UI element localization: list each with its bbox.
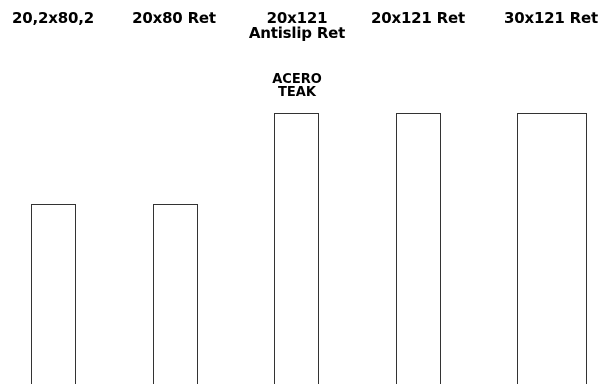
product-label-20x80-ret: 20x80 Ret: [124, 11, 224, 26]
product-outline-20x121-antislip-ret: [274, 113, 319, 384]
product-label-line: Antislip Ret: [248, 24, 346, 42]
product-label-line: 20x80 Ret: [132, 9, 216, 27]
material-note-line: ACERO: [272, 72, 322, 87]
product-label-30x121-ret: 30x121 Ret: [501, 11, 601, 26]
product-label-line: 20,2x80,2: [12, 9, 94, 27]
product-label-20x121-ret: 20x121 Ret: [368, 11, 468, 26]
product-label-line: 20x121: [266, 9, 328, 27]
material-note-acero-teak: ACERO TEAK: [257, 73, 337, 99]
product-outline-20x80-2: [31, 204, 76, 384]
product-label-20x121-antislip-ret: 20x121 Antislip Ret: [247, 11, 347, 41]
product-outline-20x121-ret: [396, 113, 441, 384]
product-label-line: 30x121 Ret: [504, 9, 598, 27]
product-outline-20x80-ret: [153, 204, 198, 384]
product-label-line: 20x121 Ret: [371, 9, 465, 27]
product-label-20x80-2: 20,2x80,2: [3, 11, 103, 26]
material-note-line: TEAK: [278, 85, 316, 100]
product-outline-30x121-ret: [517, 113, 587, 384]
